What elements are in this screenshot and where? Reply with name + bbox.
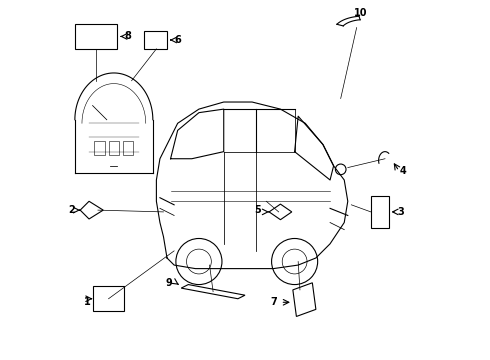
- Text: 2: 2: [68, 205, 75, 215]
- Bar: [371, 196, 389, 228]
- Text: 1: 1: [84, 297, 91, 307]
- Text: 4: 4: [399, 166, 406, 176]
- Text: 9: 9: [166, 278, 172, 288]
- Text: 10: 10: [353, 8, 367, 18]
- Text: 6: 6: [174, 35, 181, 45]
- Text: 7: 7: [270, 297, 277, 307]
- Text: 3: 3: [397, 207, 404, 217]
- Bar: [93, 286, 124, 311]
- Bar: [95, 141, 105, 155]
- Bar: [144, 31, 167, 49]
- Text: 8: 8: [124, 31, 131, 41]
- Bar: [109, 141, 119, 155]
- Text: 5: 5: [254, 205, 261, 215]
- Bar: [75, 24, 118, 49]
- Bar: [122, 141, 133, 155]
